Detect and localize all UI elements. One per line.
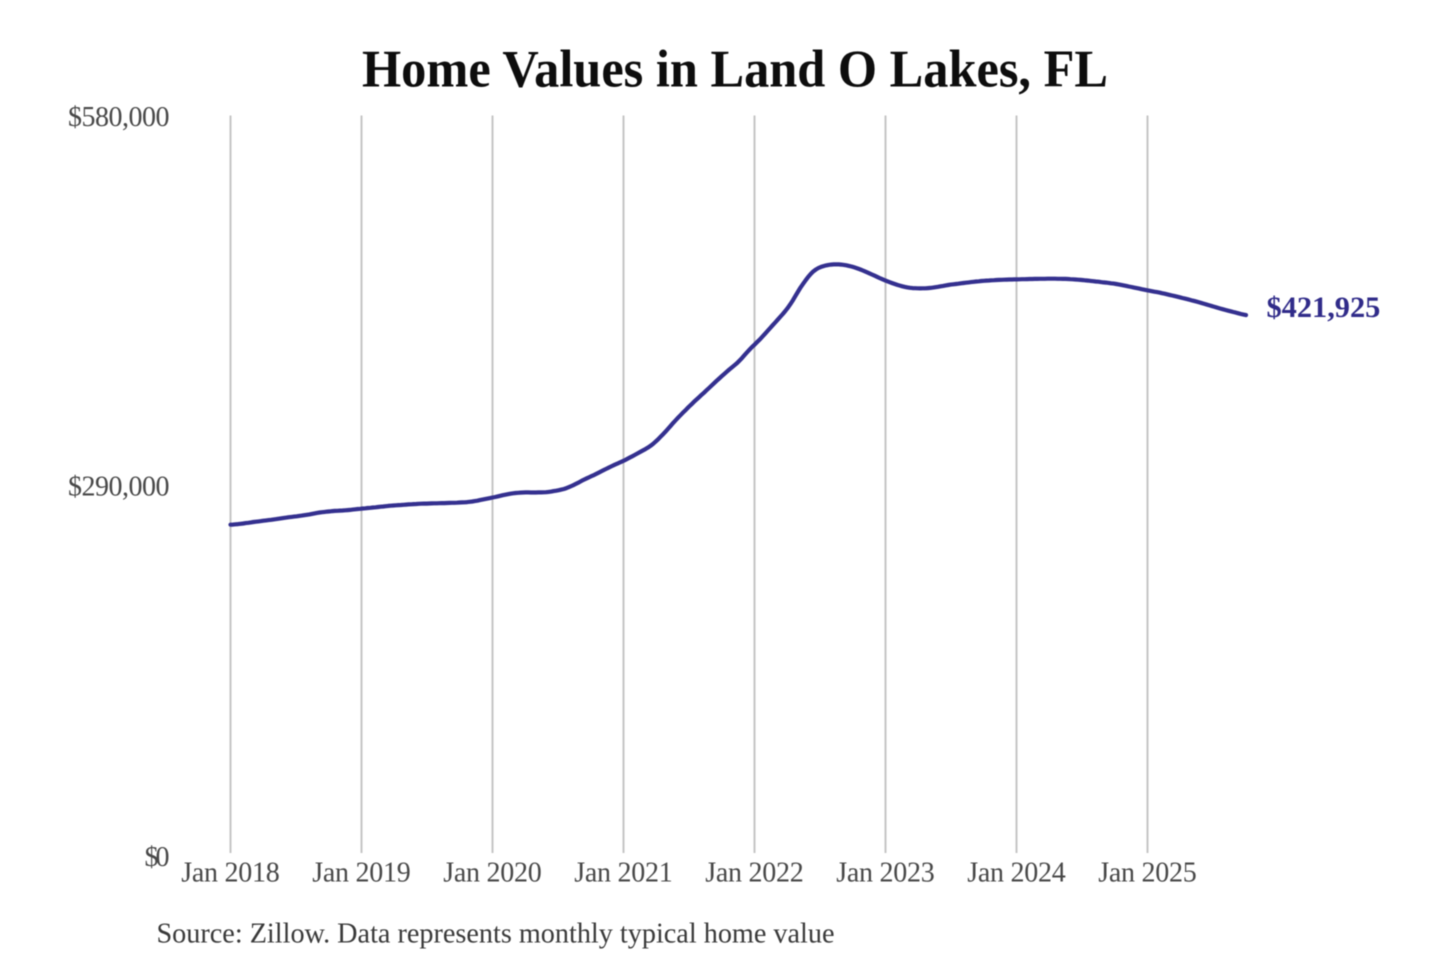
svg-text:Jan 2018: Jan 2018 (181, 857, 280, 888)
svg-text:Jan 2021: Jan 2021 (574, 857, 673, 888)
svg-text:Source: Zillow. Data represent: Source: Zillow. Data represents monthly … (157, 919, 835, 950)
svg-text:Jan 2024: Jan 2024 (967, 857, 1066, 888)
svg-text:Jan 2019: Jan 2019 (312, 857, 411, 888)
svg-text:Jan 2020: Jan 2020 (443, 857, 542, 888)
svg-text:$580,000: $580,000 (68, 102, 170, 133)
svg-text:Jan 2022: Jan 2022 (705, 857, 804, 888)
svg-text:Jan 2025: Jan 2025 (1098, 857, 1197, 888)
svg-text:Home Values in Land O Lakes, F: Home Values in Land O Lakes, FL (362, 41, 1108, 99)
svg-text:$0: $0 (145, 842, 170, 873)
svg-text:$290,000: $290,000 (68, 471, 170, 502)
svg-text:Jan 2023: Jan 2023 (836, 857, 935, 888)
svg-text:$421,925: $421,925 (1267, 291, 1381, 324)
